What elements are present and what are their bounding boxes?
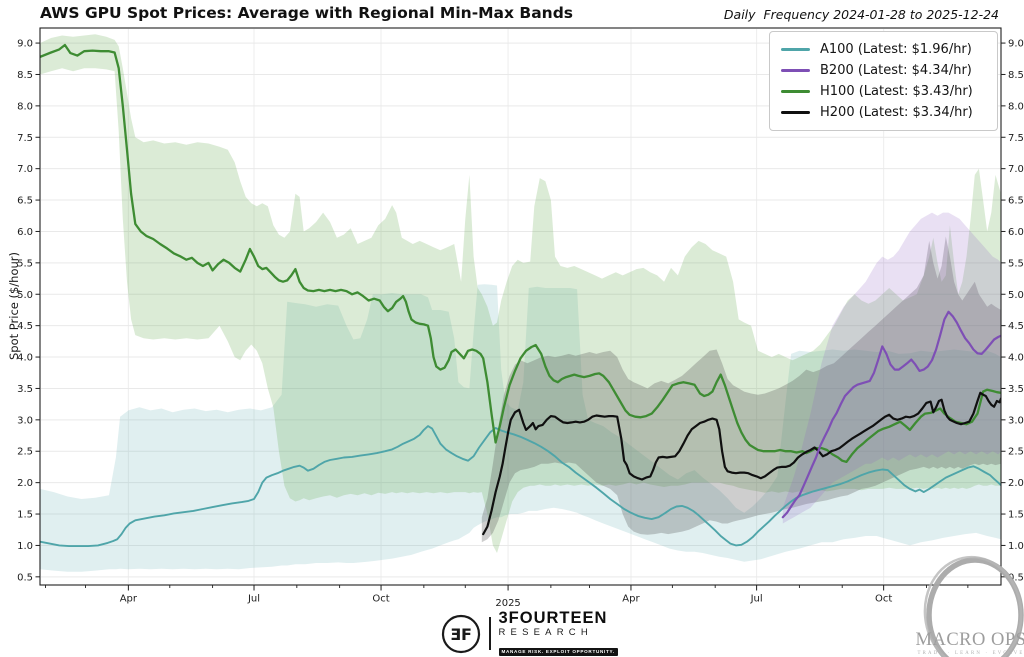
y-tick-label-left: 6.0 (17, 227, 33, 238)
y-tick-label-left: 0.5 (17, 572, 33, 583)
x-tick-label-month: Jul (247, 594, 260, 605)
y-tick-label-right: 5.0 (1008, 290, 1024, 301)
threefourteen-monogram: ƎF (450, 625, 472, 644)
legend-item-h200: H200 (Latest: $3.34/hr) (781, 102, 987, 123)
y-axis: 0.5 0.5 1.0 1.0 1.5 1.5 2.0 2.0 2.5 2.5 3.0 3.0 3.5 3… (17, 39, 1024, 584)
y-tick-label-right: 2.5 (1008, 447, 1024, 458)
macro-ops-circle-icon (923, 555, 1024, 657)
y-tick-label-right: 1.5 (1008, 510, 1024, 521)
threefourteen-name: 3FOURTEEN (498, 609, 608, 627)
y-tick-label-left: 1.5 (17, 510, 33, 521)
y-tick-label-right: 8.5 (1008, 70, 1024, 81)
threefourteen-logo-icon: ƎF (441, 614, 481, 653)
y-tick-label-right: 2.0 (1008, 478, 1024, 489)
y-tick-label-left: 4.5 (17, 321, 33, 332)
legend-item-a100: A100 (Latest: $1.96/hr) (781, 39, 987, 60)
y-tick-label-right: 1.0 (1008, 541, 1024, 552)
y-tick-label-left: 3.0 (17, 415, 33, 426)
y-axis-label: Spot Price ($/hour) (7, 251, 21, 361)
h200-minmax-band (481, 236, 1001, 543)
legend: A100 (Latest: $1.96/hr) B200 (Latest: $4… (769, 31, 998, 131)
legend-item-h100: H100 (Latest: $3.43/hr) (781, 81, 987, 102)
y-tick-label-right: 0.5 (1008, 572, 1024, 583)
macro-ops-name: MACRO OPS (915, 630, 1024, 650)
x-axis: Apr Jul Oct 2025 Apr Jul Oct (45, 585, 969, 609)
legend-label-a100: A100 (Latest: $1.96/hr) (820, 42, 972, 57)
y-tick-label-right: 4.5 (1008, 321, 1024, 332)
x-tick-label-month: Oct (372, 594, 389, 605)
y-tick-label-right: 4.0 (1008, 353, 1024, 364)
y-tick-label-left: 5.5 (17, 258, 33, 269)
b200-minmax-band (782, 212, 1001, 524)
y-tick-label-right: 7.5 (1008, 133, 1024, 144)
b200-line-swatch (781, 69, 810, 72)
y-tick-label-right: 6.0 (1008, 227, 1024, 238)
macro-ops-tagline: TRADE · LEARN · EVOLVE (917, 651, 1024, 656)
x-tick-label-month: Jul (750, 594, 763, 605)
y-tick-label-left: 3.5 (17, 384, 33, 395)
legend-label-h100: H100 (Latest: $3.43/hr) (820, 84, 973, 99)
y-tick-label-left: 9.0 (17, 39, 33, 50)
b200-average-line (781, 310, 1001, 519)
y-tick-label-left: 7.5 (17, 133, 33, 144)
y-tick-label-right: 3.5 (1008, 384, 1024, 395)
y-tick-label-left: 5.0 (17, 290, 33, 301)
logo-divider (489, 617, 491, 650)
y-tick-label-right: 9.0 (1008, 39, 1024, 50)
y-tick-label-right: 3.0 (1008, 415, 1024, 426)
x-tick-label-month: Oct (875, 594, 892, 605)
a100-average-line (40, 425, 1001, 548)
h200-line-swatch (781, 111, 810, 114)
threefourteen-tagline: MANAGE RISK. EXPLOIT OPPORTUNITY. (498, 647, 618, 656)
chart-subtitle: Daily Frequency 2024-01-28 to 2025-12-24 (723, 7, 999, 22)
macro-ops-logo: MACRO OPS TRADE · LEARN · EVOLVE (916, 554, 1024, 657)
y-tick-label-left: 7.0 (17, 164, 33, 175)
h100-average-line (40, 43, 1001, 464)
h200-average-line (482, 391, 1001, 536)
y-tick-label-left: 2.5 (17, 447, 33, 458)
h100-minmax-band (40, 34, 1001, 554)
y-tick-label-right: 6.5 (1008, 196, 1024, 207)
chart-title: AWS GPU Spot Prices: Average with Region… (40, 4, 574, 22)
threefourteen-sub: RESEARCH (498, 627, 593, 638)
y-tick-label-left: 8.5 (17, 70, 33, 81)
h100-line-swatch (781, 90, 810, 93)
y-tick-label-left: 1.0 (17, 541, 33, 552)
x-tick-label-month: Apr (622, 594, 640, 605)
x-tick-label-month: Apr (120, 594, 138, 605)
legend-item-b200: B200 (Latest: $4.34/hr) (781, 60, 987, 81)
a100-line-swatch (781, 48, 810, 51)
threefourteen-text: 3FOURTEEN RESEARCH MANAGE RISK. EXPLOIT … (498, 609, 618, 657)
y-tick-label-left: 2.0 (17, 478, 33, 489)
a100-minmax-band (40, 284, 1001, 572)
plot-border (39, 27, 1002, 586)
y-tick-label-left: 6.5 (17, 196, 33, 207)
legend-label-b200: B200 (Latest: $4.34/hr) (820, 63, 972, 78)
y-tick-label-left: 4.0 (17, 353, 33, 364)
y-tick-label-right: 7.0 (1008, 164, 1024, 175)
legend-label-h200: H200 (Latest: $3.34/hr) (820, 105, 973, 120)
y-tick-label-left: 8.0 (17, 101, 33, 112)
min-max-bands (40, 34, 1001, 572)
y-tick-label-right: 8.0 (1008, 101, 1024, 112)
threefourteen-research-logo: ƎF 3FOURTEEN RESEARCH MANAGE RISK. EXPLO… (441, 610, 618, 657)
average-lines (40, 43, 1001, 548)
y-tick-label-right: 5.5 (1008, 258, 1024, 269)
x-tick-label-year: 2025 (495, 598, 520, 609)
